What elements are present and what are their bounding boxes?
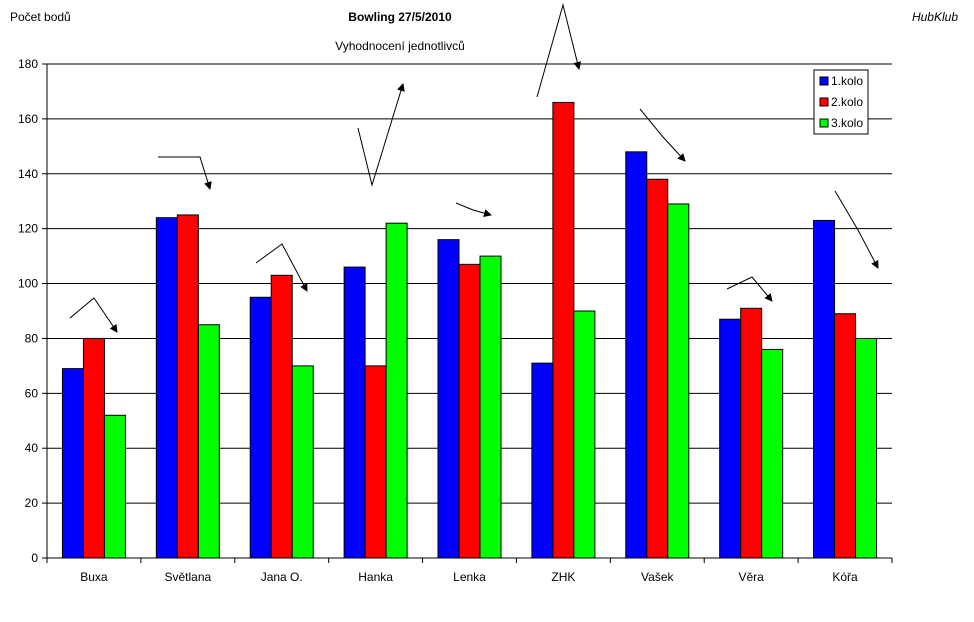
y-tick-labels: 0 20 40 60 80 100 120 140 160 180 [18, 57, 47, 565]
legend-swatch [819, 97, 829, 107]
x-tick-labels: Buxa Světlana Jana O. Hanka Lenka ZHK Vašek Věr… [46, 558, 893, 584]
bar [385, 222, 408, 559]
bar [197, 324, 220, 559]
x-tick-label: Kóřa [832, 570, 858, 584]
legend-label: 3.kolo [831, 116, 863, 130]
axes [46, 64, 892, 559]
x-tick-label: Světlana [164, 570, 211, 584]
bar [82, 337, 105, 559]
trend-arrows [69, 3, 879, 333]
bar [573, 310, 596, 559]
bar [103, 414, 126, 559]
legend-swatch [819, 118, 829, 128]
bar [531, 362, 554, 559]
x-tick-label: ZHK [551, 570, 575, 584]
x-tick-label: Hanka [358, 570, 393, 584]
bar [249, 296, 272, 559]
y-tick-label: 140 [18, 167, 38, 181]
bar [625, 151, 648, 559]
y-tick-label: 180 [18, 57, 38, 71]
y-axis-title: Počet bodů [10, 10, 71, 24]
bar [155, 217, 178, 559]
chart-subtitle: Vyhodnocení jednotlivců [335, 39, 465, 53]
bar [291, 365, 314, 559]
bar [479, 255, 502, 559]
bar [667, 203, 690, 559]
y-tick-label: 160 [18, 112, 38, 126]
bar [364, 365, 387, 559]
trend-arrow-lenka [455, 202, 492, 217]
bar [719, 318, 742, 559]
x-tick-label: Věra [738, 570, 764, 584]
trend-arrow-zhk [536, 3, 582, 98]
bars [61, 101, 878, 559]
bar [176, 214, 199, 559]
trend-arrow-svetlana [158, 156, 212, 190]
bar [813, 219, 836, 559]
x-tick-label: Buxa [80, 570, 108, 584]
y-tick-label: 0 [31, 551, 38, 565]
bar [834, 313, 857, 559]
y-tick-label: 100 [18, 277, 38, 291]
bar [740, 307, 763, 559]
bar [343, 266, 366, 559]
trend-arrow-vera [726, 276, 773, 302]
y-tick-label: 20 [25, 496, 39, 510]
y-tick-label: 60 [25, 386, 39, 400]
chart-title: Bowling 27/5/2010 [348, 10, 452, 24]
trend-arrow-vasek [639, 108, 686, 162]
x-tick-label: Lenka [453, 570, 486, 584]
bar [761, 348, 784, 559]
x-tick-label: Vašek [641, 570, 674, 584]
legend-label: 2.kolo [831, 95, 863, 109]
y-tick-label: 120 [18, 222, 38, 236]
bar [270, 274, 293, 559]
legend-swatch [819, 76, 829, 86]
bar [437, 239, 460, 559]
trend-arrow-jana [255, 243, 308, 292]
brand-label: HubKlub [912, 10, 958, 24]
y-tick-label: 80 [25, 331, 39, 345]
bar [855, 337, 878, 559]
x-tick-label: Jana O. [261, 570, 303, 584]
trend-arrow-kora [834, 190, 879, 269]
legend-label: 1.kolo [831, 74, 863, 88]
bar [458, 263, 481, 559]
legend: 1.kolo 2.kolo 3.kolo [813, 69, 869, 135]
bar [61, 368, 84, 559]
bar [646, 178, 669, 559]
trend-arrow-buxa [69, 297, 118, 333]
y-tick-label: 40 [25, 441, 39, 455]
trend-arrow-hanka [357, 83, 405, 187]
bar [552, 101, 575, 559]
